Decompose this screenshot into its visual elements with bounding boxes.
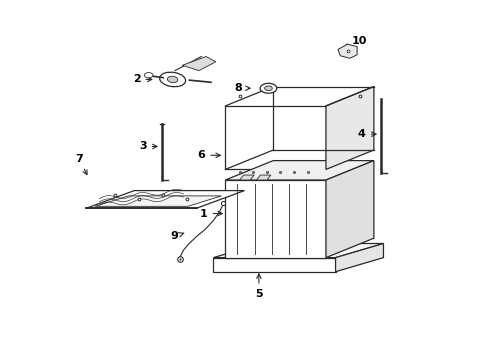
Ellipse shape xyxy=(167,76,178,83)
Text: 4: 4 xyxy=(357,129,375,139)
Polygon shape xyxy=(337,44,356,58)
Polygon shape xyxy=(335,243,383,272)
Polygon shape xyxy=(225,180,325,258)
Polygon shape xyxy=(213,243,383,258)
Ellipse shape xyxy=(260,83,276,93)
Text: 3: 3 xyxy=(139,141,157,152)
Text: 1: 1 xyxy=(200,208,222,219)
Text: 8: 8 xyxy=(234,83,249,93)
Text: 9: 9 xyxy=(170,231,183,242)
Polygon shape xyxy=(256,175,270,180)
Polygon shape xyxy=(239,175,254,180)
Ellipse shape xyxy=(144,73,153,78)
Text: 2: 2 xyxy=(133,75,151,85)
Text: 6: 6 xyxy=(197,150,220,160)
Text: 5: 5 xyxy=(255,274,262,298)
Polygon shape xyxy=(325,86,373,170)
Polygon shape xyxy=(213,258,335,272)
Ellipse shape xyxy=(264,86,272,91)
Polygon shape xyxy=(182,57,215,71)
Polygon shape xyxy=(225,161,373,180)
Polygon shape xyxy=(95,196,221,206)
Polygon shape xyxy=(86,190,244,208)
Ellipse shape xyxy=(159,72,185,87)
Polygon shape xyxy=(225,106,325,170)
Polygon shape xyxy=(325,161,373,258)
Text: 7: 7 xyxy=(75,154,87,175)
Text: 10: 10 xyxy=(343,36,366,48)
